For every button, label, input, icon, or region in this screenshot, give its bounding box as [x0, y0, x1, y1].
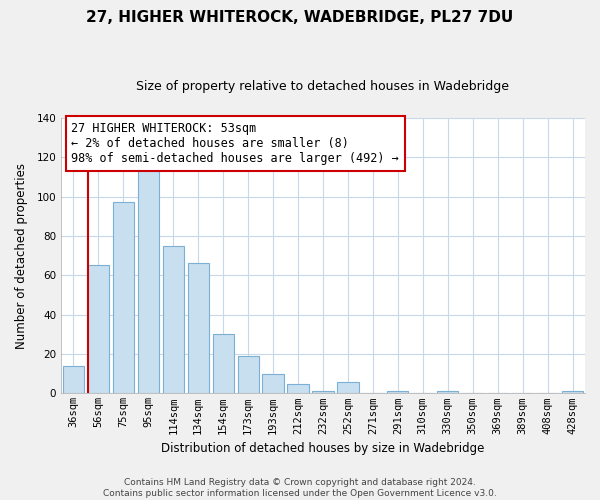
Bar: [88, 266, 109, 394]
Bar: [163, 246, 184, 394]
Bar: [313, 392, 334, 394]
Bar: [137, 169, 159, 394]
Bar: [188, 264, 209, 394]
Bar: [387, 392, 409, 394]
Title: Size of property relative to detached houses in Wadebridge: Size of property relative to detached ho…: [136, 80, 509, 93]
Bar: [63, 366, 84, 394]
Bar: [437, 392, 458, 394]
Text: 27, HIGHER WHITEROCK, WADEBRIDGE, PL27 7DU: 27, HIGHER WHITEROCK, WADEBRIDGE, PL27 7…: [86, 10, 514, 25]
Text: Contains HM Land Registry data © Crown copyright and database right 2024.
Contai: Contains HM Land Registry data © Crown c…: [103, 478, 497, 498]
X-axis label: Distribution of detached houses by size in Wadebridge: Distribution of detached houses by size …: [161, 442, 485, 455]
Bar: [287, 384, 308, 394]
Y-axis label: Number of detached properties: Number of detached properties: [15, 162, 28, 348]
Bar: [337, 382, 359, 394]
Bar: [113, 202, 134, 394]
Text: 27 HIGHER WHITEROCK: 53sqm
← 2% of detached houses are smaller (8)
98% of semi-d: 27 HIGHER WHITEROCK: 53sqm ← 2% of detac…: [71, 122, 399, 165]
Bar: [238, 356, 259, 394]
Bar: [212, 334, 234, 394]
Bar: [262, 374, 284, 394]
Bar: [562, 392, 583, 394]
